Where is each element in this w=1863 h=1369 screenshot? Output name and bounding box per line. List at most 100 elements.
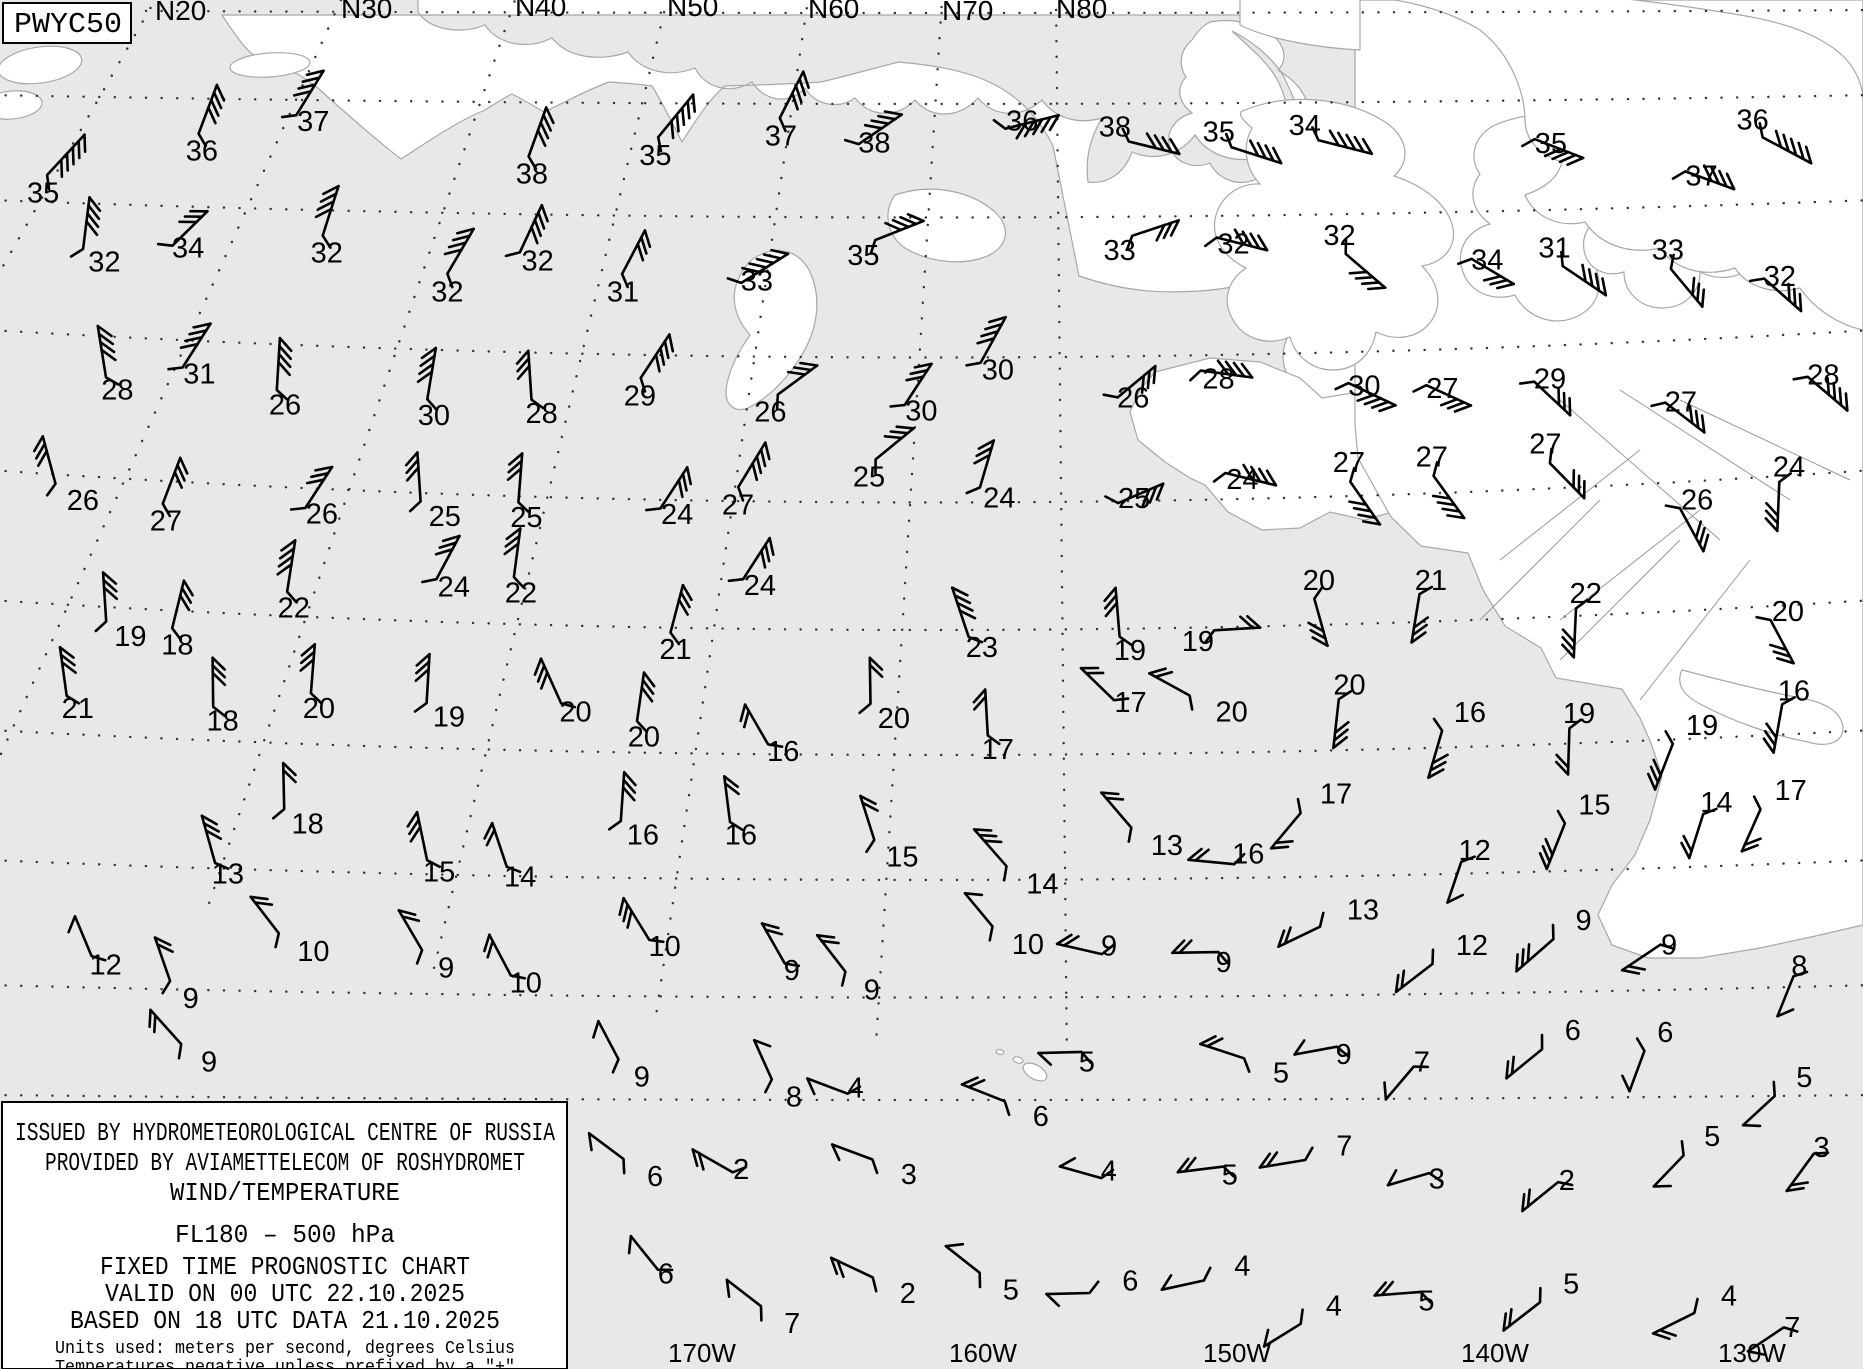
svg-text:N40: N40 [515,0,566,22]
svg-text:19: 19 [1563,698,1595,730]
svg-text:18: 18 [207,706,239,738]
svg-text:32: 32 [431,276,463,308]
svg-text:16: 16 [725,820,757,852]
svg-text:22: 22 [278,592,310,624]
svg-text:19: 19 [1686,710,1718,742]
svg-text:WIND/TEMPERATURE: WIND/TEMPERATURE [170,1178,400,1208]
svg-text:3: 3 [1429,1164,1445,1196]
svg-text:34: 34 [1289,110,1321,142]
svg-text:26: 26 [754,396,786,428]
svg-text:19: 19 [1114,635,1146,667]
svg-text:5: 5 [1273,1058,1289,1090]
svg-text:17: 17 [1320,779,1352,811]
svg-text:35: 35 [1535,128,1567,160]
svg-text:27: 27 [1333,447,1365,479]
svg-text:36: 36 [186,136,218,168]
svg-text:16: 16 [1454,697,1486,729]
svg-text:32: 32 [311,237,343,269]
svg-text:30: 30 [1348,371,1380,403]
svg-text:24: 24 [1226,464,1258,496]
svg-text:25: 25 [1118,483,1150,515]
svg-text:5: 5 [1704,1121,1720,1153]
svg-text:32: 32 [1764,261,1796,293]
svg-text:32: 32 [522,245,554,277]
svg-text:12: 12 [1459,835,1491,867]
svg-text:FL180 – 500 hPa: FL180 – 500 hPa [175,1220,395,1250]
svg-text:6: 6 [1565,1015,1581,1047]
svg-text:21: 21 [1415,565,1447,597]
svg-text:35: 35 [27,178,59,210]
svg-text:7: 7 [1336,1131,1352,1163]
svg-text:PROVIDED BY AVIAMETTELECOM OF: PROVIDED BY AVIAMETTELECOM OF ROSHYDROME… [45,1148,525,1178]
svg-text:25: 25 [853,461,885,493]
svg-text:PWYC50: PWYC50 [14,8,122,41]
svg-text:12: 12 [90,950,122,982]
svg-text:17: 17 [1775,775,1807,807]
svg-text:19: 19 [433,702,465,734]
svg-text:5: 5 [1418,1286,1434,1318]
svg-text:24: 24 [983,483,1015,515]
svg-text:30: 30 [982,355,1014,387]
svg-text:36: 36 [1737,105,1769,137]
svg-text:28: 28 [1202,364,1234,396]
svg-text:VALID ON 00 UTC 22.10.2025: VALID ON 00 UTC 22.10.2025 [105,1279,465,1309]
svg-text:20: 20 [1303,565,1335,597]
svg-text:24: 24 [661,499,693,531]
svg-text:26: 26 [1681,484,1713,516]
svg-text:13: 13 [212,859,244,891]
svg-text:5: 5 [1079,1046,1095,1078]
svg-text:2: 2 [1559,1165,1575,1197]
svg-text:4: 4 [1234,1251,1250,1283]
svg-text:14: 14 [1700,787,1732,819]
svg-text:27: 27 [1665,386,1697,418]
svg-text:N80: N80 [1056,0,1107,24]
svg-text:5: 5 [1563,1268,1579,1300]
svg-text:33: 33 [741,266,773,298]
svg-text:150W: 150W [1203,1338,1271,1368]
svg-text:15: 15 [1578,789,1610,821]
svg-text:16: 16 [1232,839,1264,871]
svg-text:23: 23 [966,632,998,664]
svg-text:25: 25 [429,501,461,533]
svg-text:20: 20 [628,722,660,754]
svg-text:N30: N30 [341,0,392,24]
svg-text:9: 9 [1576,905,1592,937]
svg-text:38: 38 [1099,111,1131,143]
svg-text:N70: N70 [942,0,993,26]
svg-text:12: 12 [1456,930,1488,962]
svg-text:31: 31 [183,358,215,390]
svg-text:28: 28 [101,375,133,407]
svg-text:27: 27 [722,490,754,522]
svg-text:9: 9 [183,983,199,1015]
svg-text:15: 15 [886,842,918,874]
svg-text:38: 38 [516,158,548,190]
svg-text:35: 35 [1203,116,1235,148]
svg-text:7: 7 [784,1308,800,1340]
svg-text:30: 30 [418,400,450,432]
svg-text:22: 22 [1570,578,1602,610]
svg-text:N20: N20 [155,0,206,26]
svg-text:4: 4 [848,1073,864,1105]
svg-text:18: 18 [292,808,324,840]
svg-text:16: 16 [767,736,799,768]
svg-text:3: 3 [901,1159,917,1191]
svg-text:24: 24 [744,570,776,602]
svg-text:9: 9 [201,1047,217,1079]
svg-text:170W: 170W [668,1338,736,1368]
svg-text:31: 31 [1538,233,1570,265]
svg-text:9: 9 [634,1062,650,1094]
svg-text:17: 17 [1114,687,1146,719]
svg-text:10: 10 [297,936,329,968]
svg-text:37: 37 [1685,161,1717,193]
svg-text:31: 31 [607,276,639,308]
svg-text:29: 29 [1534,364,1566,396]
svg-text:18: 18 [161,629,193,661]
svg-text:160W: 160W [949,1338,1017,1368]
svg-text:26: 26 [67,485,99,517]
svg-text:20: 20 [1333,670,1365,702]
svg-text:5: 5 [1003,1275,1019,1307]
svg-text:10: 10 [1012,929,1044,961]
svg-text:9: 9 [1101,931,1117,963]
svg-text:10: 10 [510,968,542,1000]
svg-text:34: 34 [172,232,204,264]
